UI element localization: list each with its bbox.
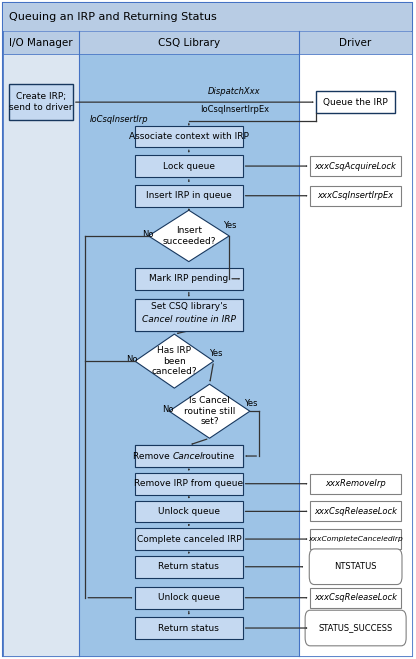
Text: xxxCsqReleaseLock: xxxCsqReleaseLock (314, 507, 397, 516)
FancyBboxPatch shape (310, 186, 401, 206)
Text: xxxCsqReleaseLock: xxxCsqReleaseLock (314, 593, 397, 602)
FancyBboxPatch shape (309, 549, 402, 585)
Text: IoCsqInsertIrpEx: IoCsqInsertIrpEx (200, 105, 269, 114)
Text: Queue the IRP: Queue the IRP (323, 98, 388, 107)
Text: xxxCsqInsertIrpEx: xxxCsqInsertIrpEx (317, 191, 394, 200)
Text: xxxCsqAcquireLock: xxxCsqAcquireLock (314, 161, 396, 171)
Text: Remove IRP from queue: Remove IRP from queue (134, 479, 243, 488)
Text: Create IRP;
send to driver: Create IRP; send to driver (9, 92, 72, 112)
Text: Mark IRP pending: Mark IRP pending (149, 274, 228, 283)
FancyBboxPatch shape (9, 84, 73, 120)
FancyBboxPatch shape (310, 474, 401, 494)
Text: Cancel: Cancel (172, 451, 203, 461)
Text: I/O Manager: I/O Manager (9, 38, 73, 47)
FancyBboxPatch shape (79, 54, 299, 656)
FancyBboxPatch shape (310, 501, 401, 521)
FancyBboxPatch shape (135, 299, 243, 331)
FancyBboxPatch shape (299, 54, 412, 656)
Text: Driver: Driver (339, 38, 371, 47)
Text: Set CSQ library's: Set CSQ library's (151, 302, 227, 311)
FancyBboxPatch shape (135, 299, 243, 331)
Text: Cancel routine in IRP: Cancel routine in IRP (142, 315, 236, 324)
FancyBboxPatch shape (2, 3, 412, 656)
FancyBboxPatch shape (310, 588, 401, 608)
Text: STATUS_SUCCESS: STATUS_SUCCESS (319, 623, 393, 633)
Text: Return status: Return status (158, 562, 219, 571)
Text: Return status: Return status (158, 623, 219, 633)
FancyBboxPatch shape (135, 155, 243, 177)
FancyBboxPatch shape (135, 587, 243, 609)
FancyBboxPatch shape (2, 3, 412, 31)
Text: Unlock queue: Unlock queue (158, 593, 220, 602)
FancyBboxPatch shape (310, 529, 401, 549)
Text: Unlock queue: Unlock queue (158, 507, 220, 516)
Text: CSQ Library: CSQ Library (158, 38, 220, 47)
Text: IoCsqInsertIrp: IoCsqInsertIrp (89, 115, 148, 125)
FancyBboxPatch shape (2, 54, 79, 656)
FancyBboxPatch shape (135, 185, 243, 207)
Text: No: No (142, 230, 153, 239)
Text: Yes: Yes (244, 399, 258, 408)
FancyBboxPatch shape (135, 529, 243, 550)
Text: No: No (162, 405, 174, 415)
FancyBboxPatch shape (135, 473, 243, 494)
Text: Set CSQ library's
Cancel routine in IRP: Set CSQ library's Cancel routine in IRP (141, 305, 236, 325)
Polygon shape (149, 210, 229, 262)
Text: Has IRP
been
canceled?: Has IRP been canceled? (151, 346, 197, 376)
FancyBboxPatch shape (135, 445, 243, 467)
FancyBboxPatch shape (305, 610, 406, 646)
FancyBboxPatch shape (135, 556, 243, 577)
FancyBboxPatch shape (79, 31, 299, 54)
Text: Remove: Remove (133, 451, 172, 461)
FancyBboxPatch shape (310, 156, 401, 176)
FancyBboxPatch shape (135, 268, 243, 290)
Text: Yes: Yes (223, 221, 237, 230)
FancyBboxPatch shape (135, 501, 243, 522)
Text: Lock queue: Lock queue (163, 161, 215, 171)
Text: Associate context with IRP: Associate context with IRP (129, 132, 249, 141)
Text: DispatchXxx: DispatchXxx (208, 87, 261, 96)
Text: xxxRemoveIrp: xxxRemoveIrp (325, 479, 386, 488)
FancyBboxPatch shape (316, 91, 395, 113)
Text: routine: routine (199, 451, 234, 461)
Text: Complete canceled IRP: Complete canceled IRP (136, 534, 241, 544)
Polygon shape (135, 334, 214, 388)
Text: Remove Cancel routine: Remove Cancel routine (136, 451, 242, 461)
Text: xxxCompleteCanceledIrp: xxxCompleteCanceledIrp (308, 536, 403, 542)
Polygon shape (169, 384, 250, 438)
FancyBboxPatch shape (135, 445, 243, 467)
Text: Queuing an IRP and Returning Status: Queuing an IRP and Returning Status (9, 12, 216, 22)
Text: Insert
succeeded?: Insert succeeded? (162, 226, 215, 246)
FancyBboxPatch shape (135, 617, 243, 639)
FancyBboxPatch shape (2, 31, 79, 54)
Text: Yes: Yes (209, 349, 223, 358)
Text: NTSTATUS: NTSTATUS (334, 562, 377, 571)
Text: No: No (126, 355, 137, 364)
FancyBboxPatch shape (135, 125, 243, 147)
Text: Is Cancel
routine still
set?: Is Cancel routine still set? (184, 396, 235, 426)
FancyBboxPatch shape (299, 31, 412, 54)
Text: Insert IRP in queue: Insert IRP in queue (146, 191, 232, 200)
